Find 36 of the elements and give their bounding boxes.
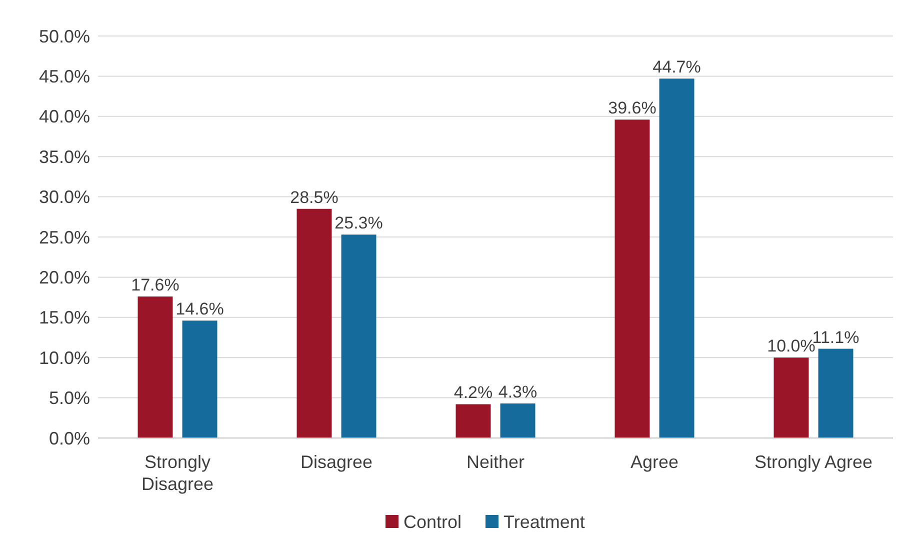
bar xyxy=(456,404,491,438)
data-label: 17.6% xyxy=(131,275,180,294)
x-tick-label: Strongly Disagree xyxy=(141,452,214,494)
data-label: 44.7% xyxy=(652,58,701,77)
x-tick-label: Agree xyxy=(630,452,679,472)
y-tick-label: 30.0% xyxy=(38,187,90,208)
y-tick-label: 20.0% xyxy=(38,268,90,288)
y-tick-label: 5.0% xyxy=(48,388,90,408)
x-tick-label: Neither xyxy=(466,452,525,472)
x-tick-label: Strongly Agree xyxy=(754,452,873,472)
bar xyxy=(341,234,376,438)
y-tick-label: 0.0% xyxy=(48,428,90,448)
x-tick-label: Disagree xyxy=(300,452,373,472)
y-tick-label: 25.0% xyxy=(38,227,90,248)
bar xyxy=(818,348,854,438)
legend-label: Treatment xyxy=(504,512,585,532)
bar xyxy=(182,320,218,438)
data-label: 4.3% xyxy=(498,382,538,402)
bar xyxy=(138,296,173,438)
bar xyxy=(500,403,536,438)
data-label: 28.5% xyxy=(290,188,338,207)
legend-label: Control xyxy=(404,512,462,532)
y-tick-label: 40.0% xyxy=(38,106,90,127)
data-label: 4.2% xyxy=(454,383,493,402)
y-tick-label: 35.0% xyxy=(38,146,90,167)
bar xyxy=(296,208,332,438)
y-tick-label: 50.0% xyxy=(38,26,90,46)
y-tick-label: 45.0% xyxy=(38,66,90,86)
y-tick-label: 15.0% xyxy=(38,308,90,328)
data-label: 25.3% xyxy=(334,214,383,233)
bar xyxy=(614,120,650,438)
data-label: 39.6% xyxy=(608,98,656,118)
y-tick-label: 10.0% xyxy=(38,348,90,368)
bar xyxy=(659,78,694,438)
bar xyxy=(774,358,809,438)
data-label: 14.6% xyxy=(176,300,224,319)
